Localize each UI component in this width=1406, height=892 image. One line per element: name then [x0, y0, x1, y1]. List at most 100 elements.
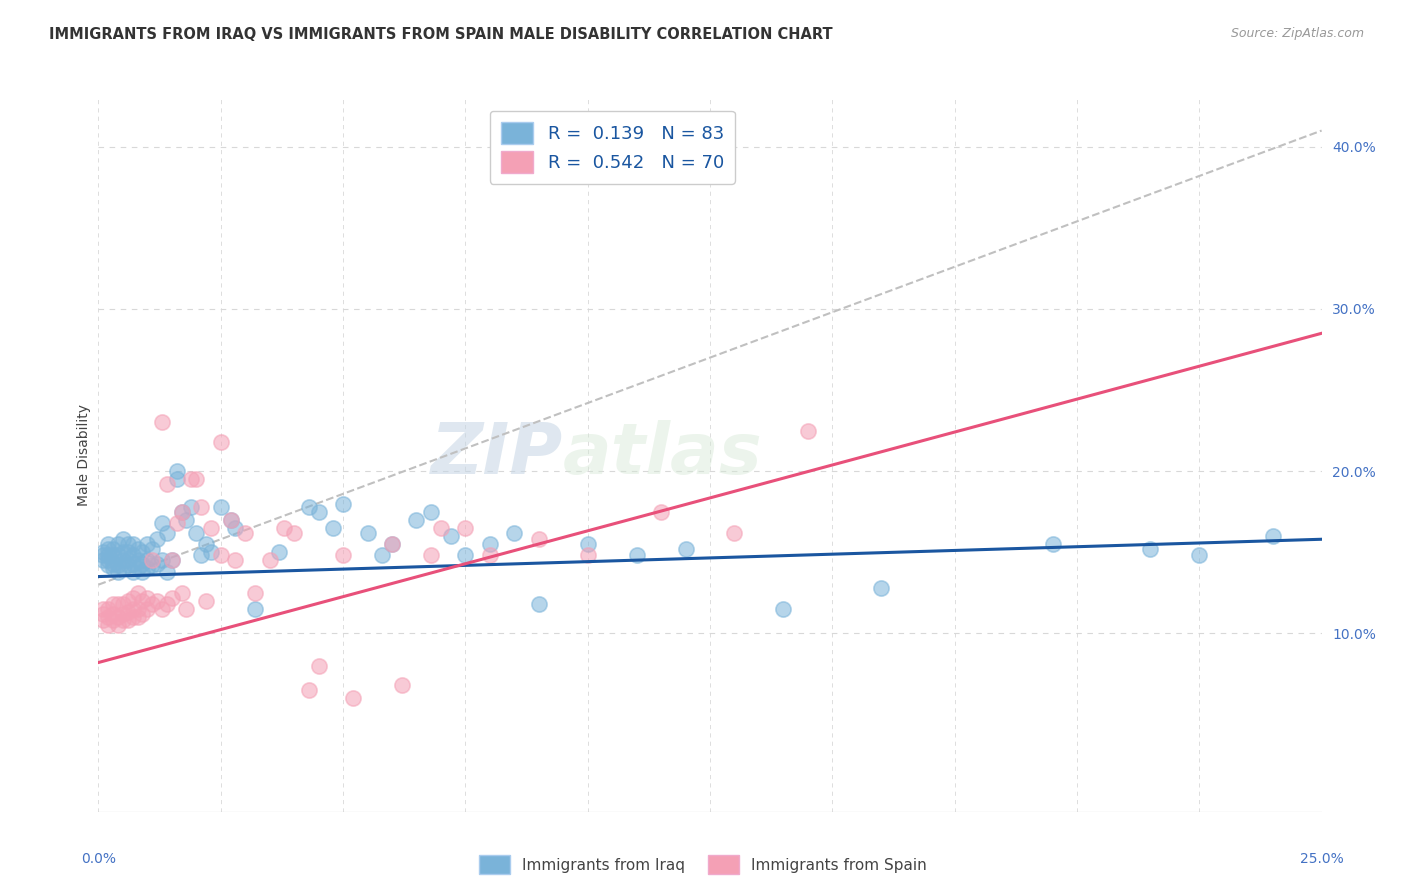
Point	[146, 557, 169, 571]
Point	[381, 537, 404, 551]
Point	[91, 613, 114, 627]
Point	[97, 549, 120, 563]
Point	[127, 541, 149, 556]
Point	[127, 553, 149, 567]
Point	[150, 416, 173, 430]
Point	[141, 597, 163, 611]
Point	[117, 545, 139, 559]
Point	[121, 537, 143, 551]
Point	[420, 549, 443, 563]
Point	[298, 683, 321, 698]
Point	[176, 513, 198, 527]
Point	[160, 591, 183, 605]
Point	[200, 545, 222, 559]
Point	[180, 472, 202, 486]
Point	[101, 549, 124, 563]
Point	[131, 557, 153, 571]
Point	[127, 586, 149, 600]
Point	[97, 618, 120, 632]
Point	[342, 691, 364, 706]
Point	[150, 602, 173, 616]
Point	[97, 537, 120, 551]
Point	[101, 613, 124, 627]
Point	[298, 500, 321, 514]
Point	[454, 521, 477, 535]
Point	[190, 500, 212, 514]
Point	[121, 565, 143, 579]
Point	[146, 533, 169, 547]
Point	[117, 594, 139, 608]
Point	[91, 549, 114, 563]
Point	[224, 553, 246, 567]
Point	[156, 597, 179, 611]
Point	[117, 605, 139, 619]
Point	[121, 591, 143, 605]
Point	[772, 602, 794, 616]
Text: atlas: atlas	[564, 420, 763, 490]
Point	[224, 521, 246, 535]
Point	[127, 561, 149, 575]
Point	[146, 594, 169, 608]
Point	[121, 610, 143, 624]
Text: Source: ZipAtlas.com: Source: ZipAtlas.com	[1230, 27, 1364, 40]
Point	[107, 537, 129, 551]
Point	[219, 513, 242, 527]
Point	[200, 521, 222, 535]
Point	[156, 565, 179, 579]
Point	[150, 516, 173, 530]
Point	[243, 586, 266, 600]
Point	[454, 549, 477, 563]
Point	[127, 602, 149, 616]
Point	[131, 607, 153, 621]
Point	[478, 549, 501, 563]
Point	[405, 513, 427, 527]
Point	[332, 497, 354, 511]
Point	[166, 516, 188, 530]
Point	[111, 553, 134, 567]
Point	[269, 545, 291, 559]
Point	[675, 541, 697, 556]
Point	[371, 549, 394, 563]
Point	[97, 558, 120, 573]
Point	[150, 553, 173, 567]
Point	[478, 537, 501, 551]
Point	[111, 561, 134, 575]
Point	[259, 553, 281, 567]
Point	[527, 533, 550, 547]
Point	[91, 545, 114, 559]
Point	[111, 533, 134, 547]
Point	[283, 525, 305, 540]
Point	[1188, 549, 1211, 563]
Point	[91, 602, 114, 616]
Point	[131, 594, 153, 608]
Y-axis label: Male Disability: Male Disability	[77, 404, 91, 506]
Point	[356, 525, 378, 540]
Point	[430, 521, 453, 535]
Point	[136, 537, 159, 551]
Point	[170, 586, 193, 600]
Point	[170, 505, 193, 519]
Point	[117, 613, 139, 627]
Point	[141, 558, 163, 573]
Point	[308, 658, 330, 673]
Point	[219, 513, 242, 527]
Point	[723, 525, 745, 540]
Point	[166, 464, 188, 478]
Point	[141, 553, 163, 567]
Point	[576, 537, 599, 551]
Point	[136, 602, 159, 616]
Point	[1261, 529, 1284, 543]
Point	[190, 549, 212, 563]
Legend: Immigrants from Iraq, Immigrants from Spain: Immigrants from Iraq, Immigrants from Sp…	[474, 849, 932, 880]
Point	[107, 565, 129, 579]
Point	[97, 553, 120, 567]
Point	[91, 607, 114, 621]
Point	[117, 553, 139, 567]
Point	[503, 525, 526, 540]
Point	[111, 545, 134, 559]
Point	[97, 602, 120, 616]
Point	[127, 610, 149, 624]
Point	[1139, 541, 1161, 556]
Point	[209, 500, 232, 514]
Point	[186, 525, 208, 540]
